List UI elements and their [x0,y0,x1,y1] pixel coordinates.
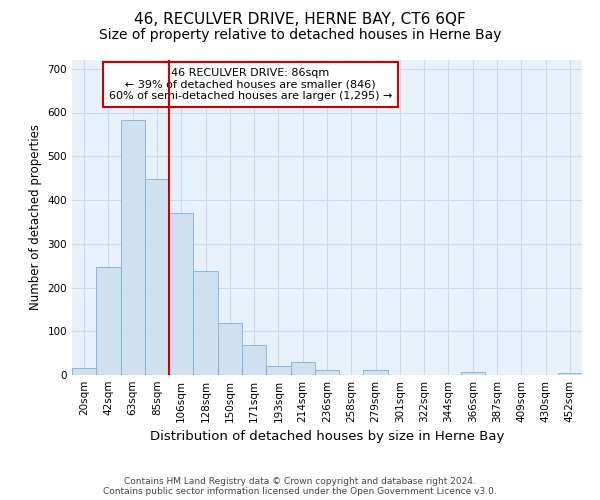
Bar [193,272,218,375]
Bar [266,366,290,375]
Bar [121,120,145,375]
Bar [461,372,485,375]
X-axis label: Distribution of detached houses by size in Herne Bay: Distribution of detached houses by size … [150,430,504,444]
Bar [72,368,96,375]
Bar [96,266,121,375]
Bar [315,370,339,375]
Text: Contains HM Land Registry data © Crown copyright and database right 2024.
Contai: Contains HM Land Registry data © Crown c… [103,476,497,496]
Bar [364,370,388,375]
Bar [558,373,582,375]
Bar [242,345,266,375]
Text: 46, RECULVER DRIVE, HERNE BAY, CT6 6QF: 46, RECULVER DRIVE, HERNE BAY, CT6 6QF [134,12,466,28]
Y-axis label: Number of detached properties: Number of detached properties [29,124,42,310]
Text: 46 RECULVER DRIVE: 86sqm
← 39% of detached houses are smaller (846)
60% of semi-: 46 RECULVER DRIVE: 86sqm ← 39% of detach… [109,68,392,101]
Bar [169,213,193,375]
Bar [218,322,242,375]
Text: Size of property relative to detached houses in Herne Bay: Size of property relative to detached ho… [99,28,501,42]
Bar [290,362,315,375]
Bar [145,180,169,375]
